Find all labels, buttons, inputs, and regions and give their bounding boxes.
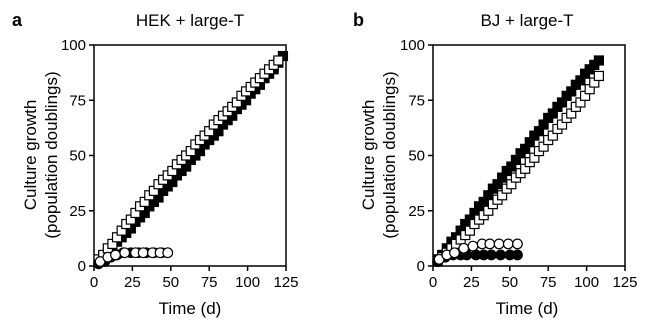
panel-b-x-axis-title: Time (d): [496, 299, 559, 318]
panel-b-y-tick-label: 0: [417, 258, 425, 275]
panel-b-y-tick-label: 25: [408, 203, 425, 220]
panel-b-series-2-point: [485, 249, 497, 261]
panel-a-y-tick-label: 50: [69, 148, 86, 165]
panel-b-series-2-point: [495, 249, 506, 261]
panel-b-y-axis-title-line1: Culture growth: [359, 100, 378, 211]
panel-b-series-0-point: [593, 55, 604, 66]
panel-b-x-tick-label: 125: [612, 274, 637, 291]
panel-a-y-axis-title-line1: Culture growth: [21, 100, 40, 211]
panel-a-x-axis-title: Time (d): [159, 299, 222, 318]
panel-b-title: BJ + large-T: [480, 11, 573, 30]
panel-b-series-3-point: [467, 240, 479, 252]
panel-b-series-3-point: [512, 238, 523, 250]
panel-a-series-3-point: [119, 247, 131, 259]
panel-a-x-tick-label: 100: [235, 274, 260, 291]
panel-a-y-tick-label: 75: [69, 92, 86, 109]
panel-a-x-tick-label: 125: [273, 274, 298, 291]
panel-b-x-tick-label: 100: [574, 274, 599, 291]
panel-a-x-tick-label: 75: [201, 274, 218, 291]
panel-b-series-3-point: [484, 238, 496, 250]
panel-b-y-tick-label: 75: [408, 92, 425, 109]
panel-a-series-1-point: [273, 55, 284, 66]
panel-b-x-tick-label: 0: [429, 274, 437, 291]
panel-a-x-tick-label: 25: [124, 274, 141, 291]
panel-b-series-3-point: [502, 238, 514, 250]
panel-a: a HEK + large-T Time (d) Culture growth …: [12, 10, 299, 318]
panel-a-y-axis-title-line2: (population doublings): [42, 71, 61, 238]
panel-b: b BJ + large-T Time (d) Culture growth (…: [353, 10, 638, 318]
panel-a-title: HEK + large-T: [136, 11, 244, 30]
panel-b-series-1-point: [593, 70, 604, 82]
panel-a-series-3-point: [137, 247, 149, 259]
panel-b-y-tick-label: 100: [400, 37, 425, 54]
panel-b-y-tick-label: 50: [408, 148, 425, 165]
panel-a-y-tick-label: 100: [61, 37, 86, 54]
panel-a-y-tick-label: 25: [69, 203, 86, 220]
panel-a-series-3-point: [110, 249, 121, 261]
panel-b-letter: b: [353, 10, 364, 30]
panel-a-letter: a: [12, 10, 23, 30]
panel-a-x-tick-label: 0: [90, 274, 98, 291]
panel-b-x-tick-label: 25: [463, 274, 480, 291]
panel-b-plot-area: 0 25 50 75 100 125 0 25 50 75 100: [400, 37, 638, 291]
panel-a-y-tick-label: 0: [78, 258, 86, 275]
panel-b-series-3-point: [458, 242, 470, 254]
panel-b-series-3-point: [449, 247, 460, 259]
panel-b-x-tick-label: 50: [501, 274, 518, 291]
panel-a-x-tick-label: 50: [162, 274, 179, 291]
panel-b-y-axis-title-line2: (population doublings): [380, 71, 399, 238]
panel-b-series-3-point: [493, 238, 505, 250]
panel-b-x-tick-label: 75: [540, 274, 557, 291]
panel-a-plot-area: 0 25 50 75 100 125 0 25 50 75 100: [61, 37, 299, 291]
panel-b-series-2-point: [512, 249, 523, 261]
panel-a-series-3-point: [162, 247, 174, 259]
